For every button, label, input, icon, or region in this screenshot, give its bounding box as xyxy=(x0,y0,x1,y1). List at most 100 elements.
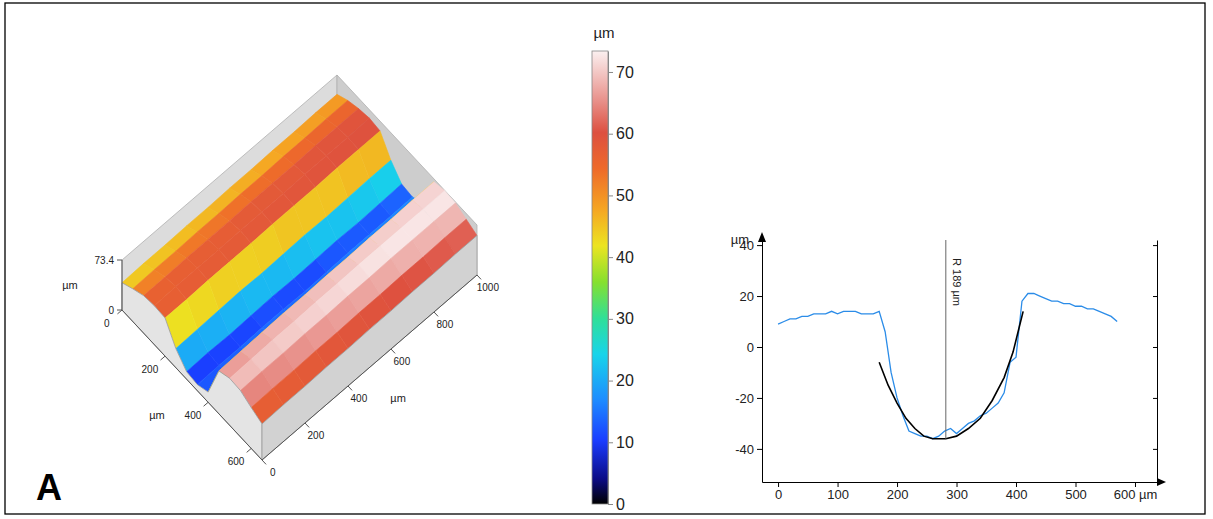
tick-label: 1000 xyxy=(477,282,500,293)
back-wall xyxy=(122,75,337,310)
back-wall xyxy=(337,75,477,275)
tick: 600 µm xyxy=(1114,482,1158,502)
tick-mark xyxy=(757,245,762,246)
tick-label: 0 xyxy=(270,467,276,478)
tick-mark xyxy=(757,449,762,450)
tick-label: 20 xyxy=(740,289,754,304)
figure: A02004006008001000µm0200400600µm073.4µm0… xyxy=(0,0,1213,519)
tick-label: 500 xyxy=(1065,487,1087,502)
tick-mark xyxy=(608,134,613,135)
surface xyxy=(122,94,477,424)
axis-arrow xyxy=(758,232,766,242)
tick: 40 xyxy=(608,249,634,266)
tick-mark xyxy=(117,310,122,311)
back-panels xyxy=(122,75,477,310)
tick: 70 xyxy=(608,64,634,81)
tick-label: 30 xyxy=(616,310,634,327)
tick-mark xyxy=(434,312,438,316)
axis: 0 100 200 300 400 500 600 µm xyxy=(763,482,1158,502)
tick-mark xyxy=(117,260,122,261)
tick: 0 xyxy=(775,482,782,502)
tick: 400 xyxy=(1006,482,1028,502)
y-axis-line xyxy=(122,310,262,460)
tick-label: 73.4 xyxy=(95,255,115,266)
axis-title: µm xyxy=(390,392,406,404)
tick-mark xyxy=(391,349,395,353)
tick-mark xyxy=(1153,449,1157,450)
side-wall xyxy=(122,283,262,460)
tick-label: -20 xyxy=(735,391,754,406)
tick-mark xyxy=(305,423,309,427)
axis-line xyxy=(762,241,763,483)
tick-label: 70 xyxy=(616,64,634,81)
tick: 20 xyxy=(608,372,634,389)
annotation-text: R 189 µm xyxy=(951,258,963,306)
tick-mark xyxy=(1153,347,1157,348)
tick-mark xyxy=(117,310,122,314)
tick-label: 40 xyxy=(616,249,634,266)
series-line xyxy=(879,311,1023,438)
tick-mark xyxy=(1153,245,1157,246)
tick-label: 60 xyxy=(616,125,634,142)
tick-label: 400 xyxy=(185,410,202,421)
tick-mark xyxy=(757,398,762,399)
tick-label: 50 xyxy=(616,187,634,204)
tick-mark xyxy=(477,275,481,279)
tick: 50 xyxy=(608,187,634,204)
tick-mark xyxy=(161,356,166,360)
side-wall xyxy=(262,235,477,460)
tick xyxy=(1153,296,1157,297)
tick: 100 xyxy=(827,482,849,502)
tick: 0 xyxy=(608,496,625,513)
axis-title: µm xyxy=(731,232,749,247)
tick-mark xyxy=(608,442,613,443)
colorbar-title: µm xyxy=(593,24,614,41)
tick-label: 0 xyxy=(104,318,110,329)
tick-label: 0 xyxy=(747,340,754,355)
series-line xyxy=(778,293,1117,438)
plot-area xyxy=(778,240,1117,439)
tick: 20 xyxy=(740,289,762,304)
axis-line xyxy=(608,52,609,505)
axis: 0 10 20 30 40 50 60 70 xyxy=(608,52,634,513)
tick-mark xyxy=(757,296,762,297)
tick-label: 200 xyxy=(887,487,909,502)
tick-mark xyxy=(757,347,762,348)
tick-label: 0 xyxy=(616,496,625,513)
tick xyxy=(1153,398,1157,399)
tick: 30 xyxy=(608,310,634,327)
tick-mark xyxy=(608,195,613,196)
tick-mark xyxy=(608,504,613,505)
tick-label: 100 xyxy=(827,487,849,502)
panel-label: A xyxy=(36,467,62,508)
tick: 0 xyxy=(747,340,762,355)
tick-label: 400 xyxy=(351,393,368,404)
tick-mark xyxy=(608,72,613,73)
tick-label: 600 µm xyxy=(1114,487,1158,502)
axis-line xyxy=(1157,241,1158,483)
colorbar xyxy=(592,51,608,504)
tick: 300 xyxy=(946,482,968,502)
surface-axes: 02004006008001000µm0200400600µm073.4µm xyxy=(62,255,499,478)
tick: 500 xyxy=(1065,482,1087,502)
tick: 10 xyxy=(608,434,634,451)
axis-line xyxy=(763,482,1158,483)
tick-mark xyxy=(1153,296,1157,297)
tick-mark xyxy=(608,319,613,320)
tick: 200 xyxy=(887,482,909,502)
axis xyxy=(1153,241,1158,483)
tick-label: 20 xyxy=(616,372,634,389)
tick xyxy=(1153,449,1157,450)
tick-label: 0 xyxy=(108,305,114,316)
tick-label: 800 xyxy=(437,319,454,330)
figure-frame xyxy=(5,3,1205,514)
axis-title: µm xyxy=(149,409,165,421)
tick-mark xyxy=(608,381,613,382)
tick-mark xyxy=(204,402,209,406)
tick xyxy=(1153,347,1157,348)
axis-arrow xyxy=(1157,478,1166,486)
tick: 60 xyxy=(608,125,634,142)
tick: -40 xyxy=(735,442,762,457)
tick-label: 200 xyxy=(308,430,325,441)
axis-title: µm xyxy=(62,279,78,291)
